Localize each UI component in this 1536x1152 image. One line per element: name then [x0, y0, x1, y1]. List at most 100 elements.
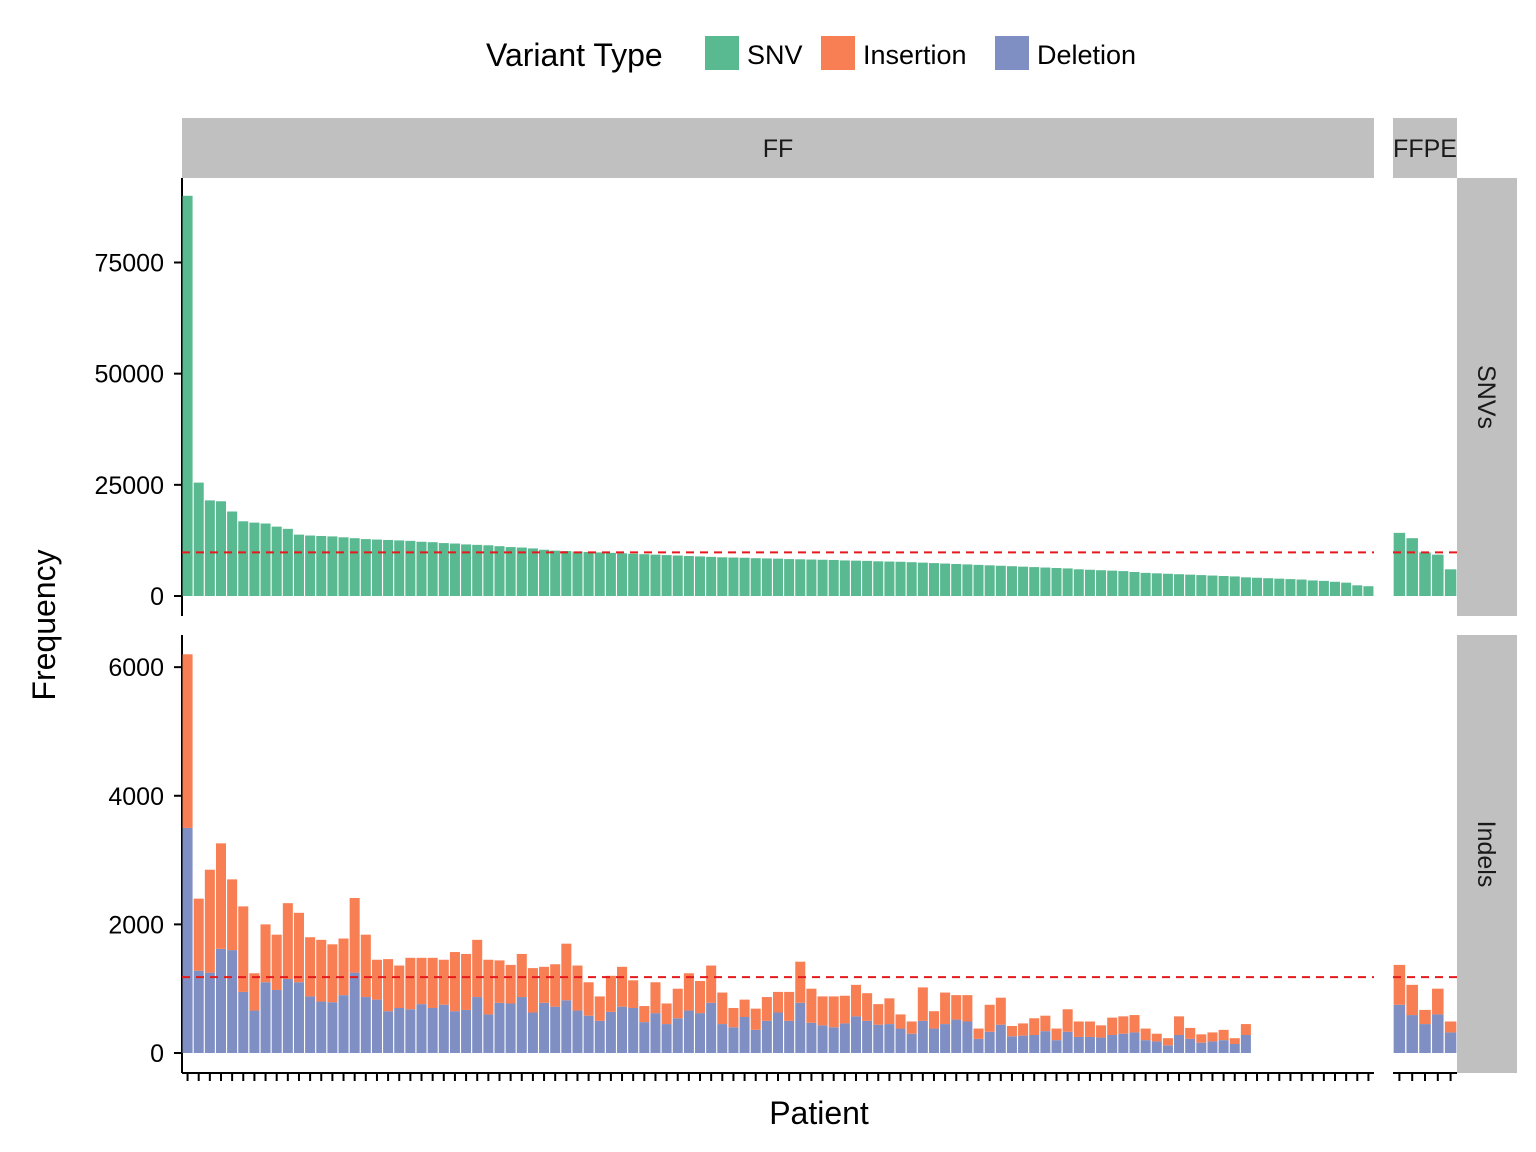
bar-snv	[962, 564, 973, 596]
bar-snv	[661, 555, 672, 596]
bar-snv	[1029, 567, 1040, 596]
bar-insertion	[316, 939, 327, 1002]
bar-snv	[1196, 575, 1207, 596]
bar-insertion	[639, 1006, 650, 1023]
bar-snv	[438, 543, 449, 596]
legend-label-insertion: Insertion	[863, 40, 967, 70]
bar-deletion	[472, 997, 483, 1053]
bar-deletion	[327, 1002, 338, 1053]
bar-deletion	[895, 1028, 906, 1053]
bar-insertion	[1207, 1032, 1218, 1042]
bar-snv	[1018, 566, 1029, 596]
bar-deletion	[583, 1015, 594, 1053]
bar-snv	[873, 561, 884, 596]
bar-snv	[683, 555, 694, 596]
bar-deletion	[271, 989, 282, 1053]
bar-snv	[1263, 578, 1274, 596]
bar-insertion	[661, 1003, 672, 1025]
bar-deletion	[817, 1025, 828, 1053]
bar-snv	[1185, 574, 1196, 596]
bar-deletion	[1006, 1036, 1017, 1053]
bar-deletion	[394, 1007, 405, 1053]
bar-insertion	[1444, 1021, 1457, 1033]
bar-snv	[672, 555, 683, 596]
legend-swatch-snv	[705, 36, 739, 70]
bar-insertion	[739, 999, 750, 1017]
bar-deletion	[427, 1007, 438, 1053]
bar-snv	[427, 542, 438, 596]
bar-insertion	[917, 987, 928, 1021]
bar-insertion	[238, 906, 249, 992]
bar-insertion	[1073, 1021, 1084, 1037]
bar-deletion	[995, 1024, 1006, 1053]
bar-snv	[1352, 585, 1363, 596]
bar-deletion	[572, 1010, 583, 1053]
bar-deletion	[371, 999, 382, 1053]
y-tick-label: 25000	[94, 472, 164, 500]
bar-insertion	[1040, 1015, 1051, 1032]
bar-insertion	[706, 965, 717, 1003]
bar-deletion	[683, 1010, 694, 1053]
bar-deletion	[1393, 1004, 1406, 1053]
bar-insertion	[327, 944, 338, 1003]
bar-insertion	[215, 843, 227, 949]
bar-insertion	[1196, 1034, 1207, 1043]
bar-snv	[1393, 532, 1406, 596]
bar-snv	[238, 521, 249, 596]
bar-snv	[505, 547, 516, 596]
bar-deletion	[449, 1011, 460, 1053]
bar-insertion	[1029, 1018, 1040, 1035]
bar-deletion	[561, 1000, 572, 1053]
bar-deletion	[1107, 1034, 1118, 1053]
bar-deletion	[739, 1016, 750, 1053]
bar-snv	[1084, 569, 1095, 596]
bar-snv	[884, 561, 895, 596]
bar-snv	[1363, 586, 1374, 596]
bar-insertion	[795, 961, 806, 1003]
bar-snv	[539, 549, 550, 596]
bar-deletion	[227, 950, 238, 1053]
bar-insertion	[772, 991, 784, 1013]
bar-snv	[1006, 566, 1017, 596]
bar-insertion	[1118, 1016, 1129, 1034]
bar-deletion	[1196, 1042, 1207, 1053]
bar-insertion	[427, 957, 438, 1008]
bar-insertion	[728, 1007, 739, 1028]
bar-deletion	[550, 1006, 561, 1053]
bar-deletion	[1151, 1041, 1162, 1053]
bar-snv	[605, 552, 616, 596]
bar-snv	[316, 535, 327, 596]
facet-strips: FF FFPE SNVs Indels	[182, 118, 1517, 1073]
bar-snv	[951, 563, 962, 596]
bar-deletion	[483, 1014, 494, 1053]
bar-deletion	[639, 1022, 650, 1053]
y-tick-label: 0	[150, 1040, 164, 1068]
bar-snv	[461, 544, 472, 596]
bar-deletion	[1174, 1034, 1185, 1053]
bar-snv	[1107, 570, 1118, 596]
facet-strip-ff-label: FF	[763, 135, 794, 163]
bar-deletion	[795, 1002, 806, 1053]
bar-snv	[483, 545, 494, 596]
bar-insertion	[850, 984, 861, 1017]
bar-deletion	[193, 970, 204, 1053]
bar-snv	[706, 556, 717, 596]
bar-insertion	[862, 993, 873, 1021]
bar-deletion	[784, 1020, 795, 1053]
facet-strip-snvs-label: SNVs	[1472, 365, 1500, 429]
y-tick-label: 6000	[108, 654, 164, 682]
legend-title: Variant Type	[486, 37, 663, 73]
bar-snv	[371, 539, 382, 596]
bar-snv	[383, 539, 394, 596]
bar-snv	[405, 540, 416, 596]
bar-deletion	[973, 1038, 984, 1053]
bar-snv	[1318, 580, 1329, 596]
bar-snv	[717, 557, 728, 596]
bar-insertion	[884, 998, 895, 1025]
bar-deletion	[884, 1024, 895, 1053]
bar-snv	[906, 562, 917, 596]
bar-insertion	[293, 912, 304, 983]
bar-snv	[550, 550, 561, 596]
bar-insertion	[271, 934, 282, 990]
bar-deletion	[873, 1024, 884, 1053]
